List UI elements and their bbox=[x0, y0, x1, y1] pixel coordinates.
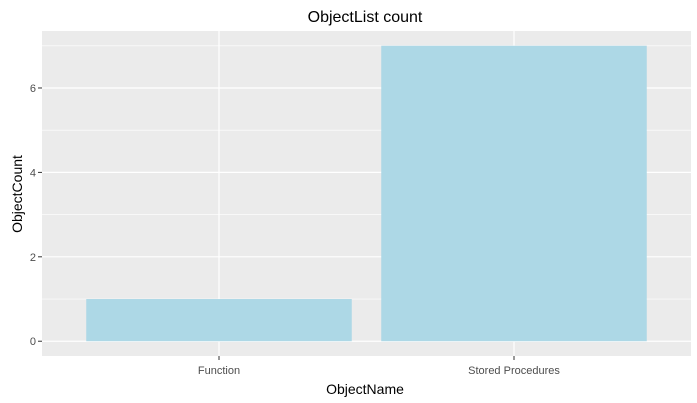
y-axis: 0 2 4 6 bbox=[30, 83, 42, 348]
bar-stored-procedures bbox=[381, 45, 647, 342]
x-tick-label: Stored Procedures bbox=[468, 365, 560, 377]
x-axis: Function Stored Procedures bbox=[198, 356, 560, 377]
y-tick-label: 0 bbox=[30, 336, 36, 348]
bar-function bbox=[86, 299, 352, 342]
y-tick-label: 6 bbox=[30, 83, 36, 95]
y-tick-label: 2 bbox=[30, 252, 36, 264]
y-axis-title: ObjectCount bbox=[9, 155, 25, 233]
x-axis-title: ObjectName bbox=[326, 381, 404, 397]
y-tick-label: 4 bbox=[30, 167, 36, 179]
x-tick-label: Function bbox=[198, 365, 240, 377]
chart-title: ObjectList count bbox=[308, 9, 423, 26]
bars bbox=[86, 45, 647, 342]
